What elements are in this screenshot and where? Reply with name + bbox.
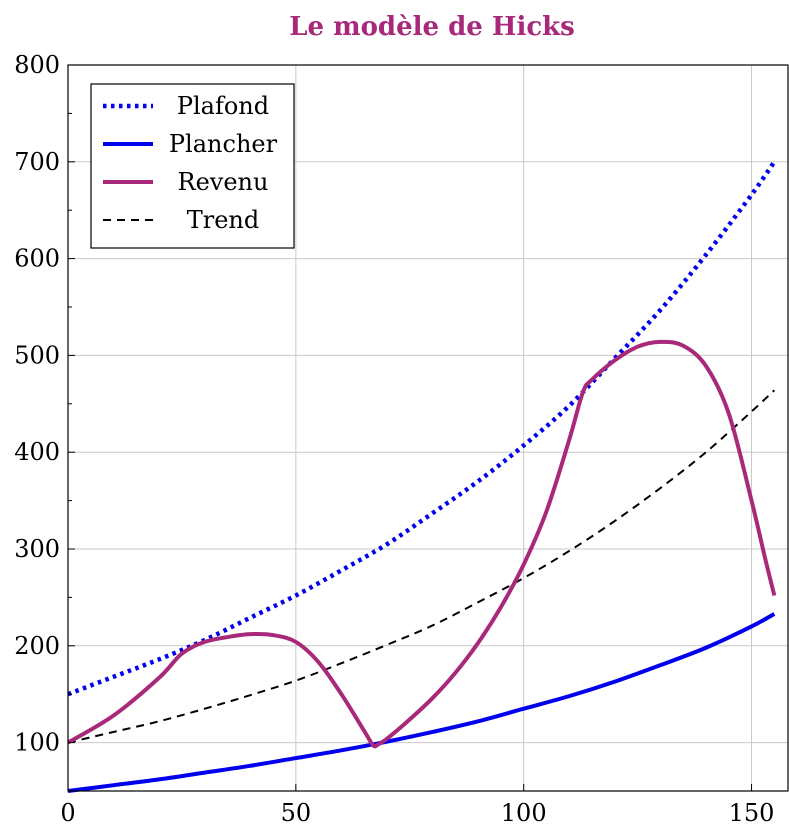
series-line-plancher [67,612,776,793]
x-tick-label: 50 [281,799,312,827]
legend-label-revenu: Revenu [178,168,269,196]
series-layer [66,160,777,793]
chart-title: Le modèle de Hicks [289,12,575,42]
y-tick-label: 600 [14,245,60,273]
y-tick-label: 700 [14,148,60,176]
series-line-revenu [66,339,777,749]
legend-label-plafond: Plafond [177,92,269,120]
y-tick-label: 100 [14,729,60,757]
y-tick-label: 800 [14,51,60,79]
plot-frame [67,64,789,792]
legend-label-plancher: Plancher [169,130,278,158]
y-tick-label: 500 [14,341,60,369]
y-tick-label: 300 [14,535,60,563]
x-tick-label: 150 [729,799,775,827]
series-line-trend [67,389,776,744]
y-tick-label: 200 [14,632,60,660]
x-tick-label: 0 [60,799,75,827]
grid [68,65,788,791]
axis-ticks: 0 50 100 150 100 200 300 400 500 600 700 800 [14,51,774,827]
y-tick-label: 400 [14,438,60,466]
x-tick-label: 100 [501,799,547,827]
legend: Plafond Plancher Revenu Trend [90,83,295,249]
legend-label-trend: Trend [187,206,260,234]
